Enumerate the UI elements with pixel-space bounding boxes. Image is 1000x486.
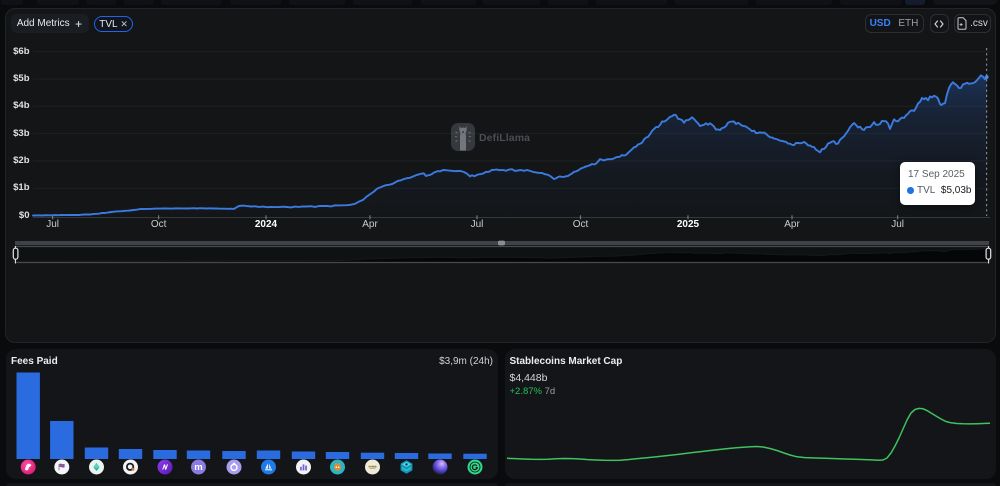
svg-text:m: m xyxy=(194,462,202,473)
